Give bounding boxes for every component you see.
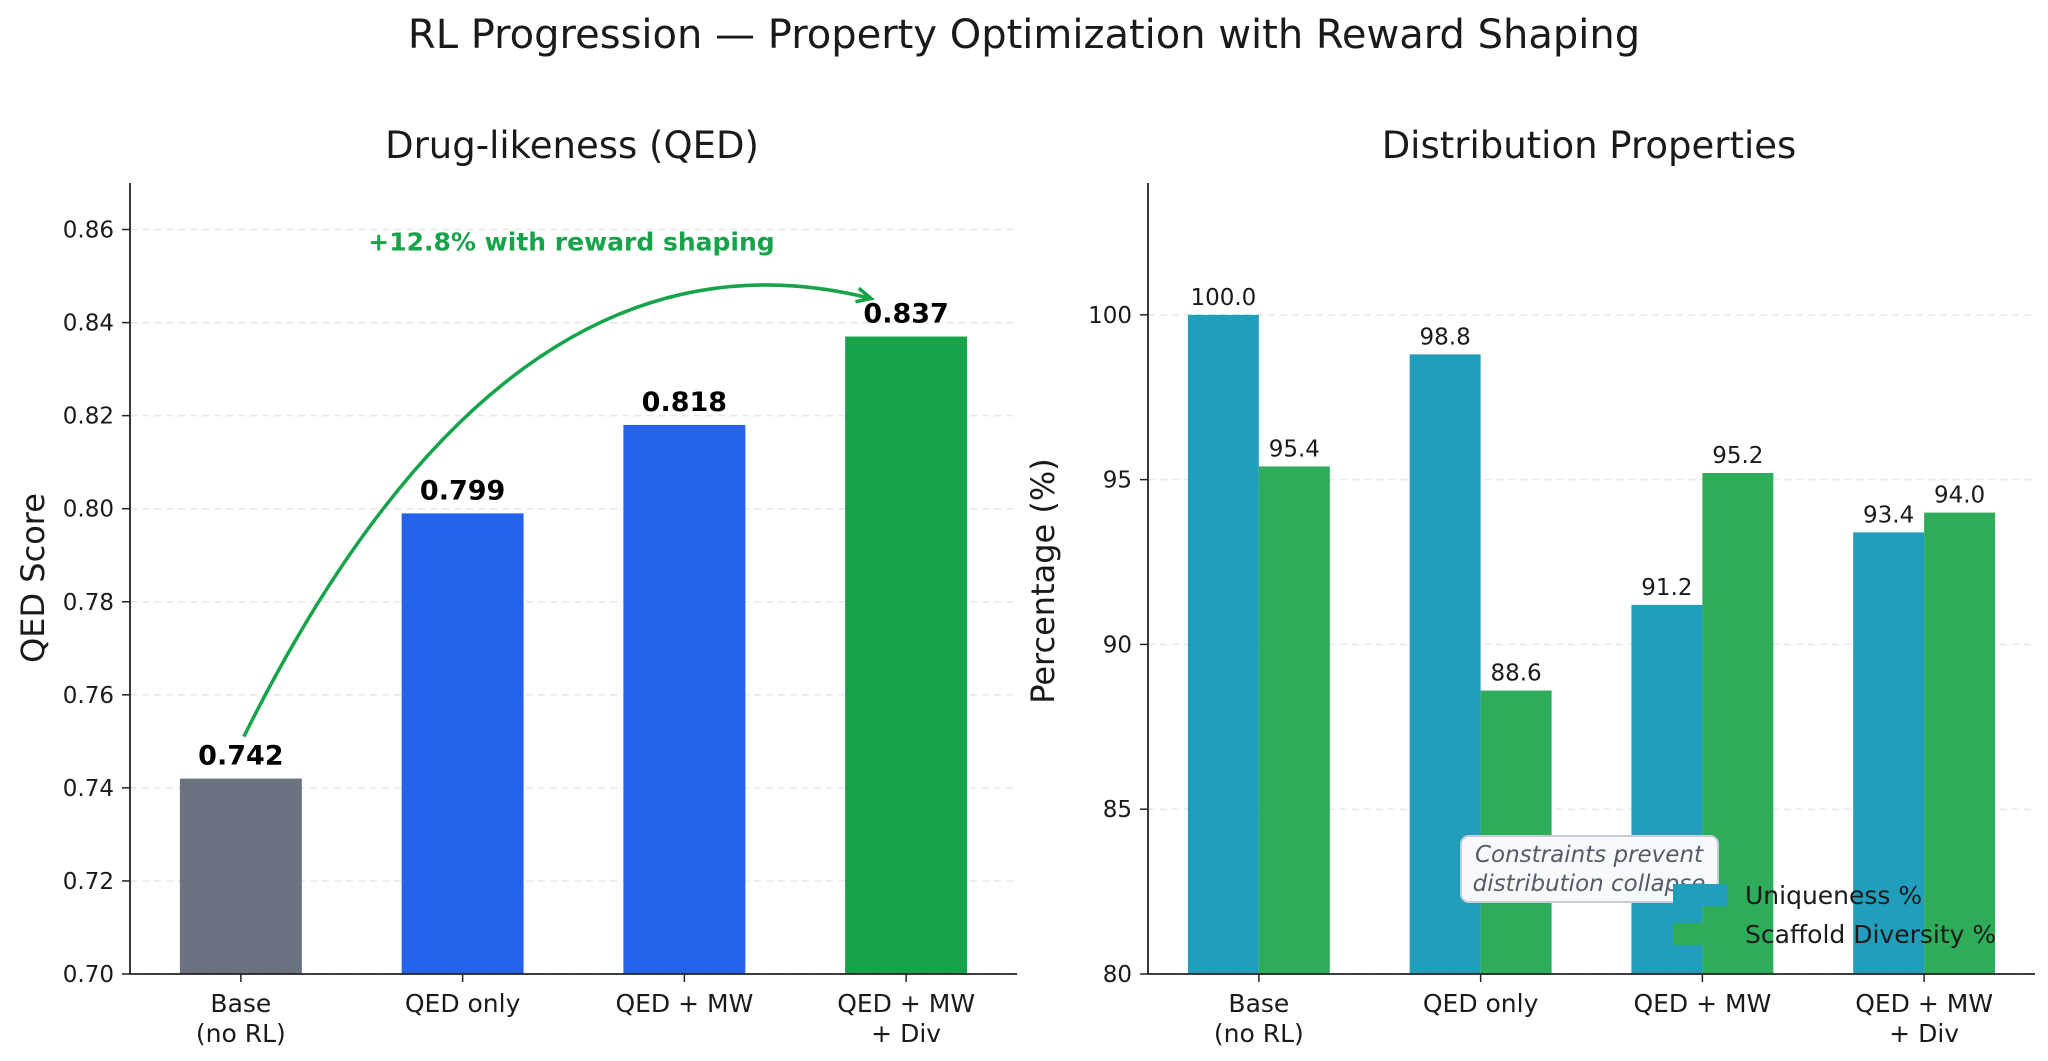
qed-y-tick-label: 0.86 <box>63 218 114 244</box>
uniqueness-value-label: 98.8 <box>1420 324 1471 350</box>
qed-y-tick-label: 0.74 <box>63 776 114 802</box>
scaffold-diversity-bar <box>1480 690 1552 974</box>
uniqueness-value-label: 91.2 <box>1641 575 1692 601</box>
qed-axes: 0.70 0.72 0.74 0.76 0.78 0.80 0.82 0.84 0.86 Base… <box>63 183 1017 1048</box>
uniqueness-value-label: 93.4 <box>1863 502 1914 528</box>
figure-title: RL Progression — Property Optimization w… <box>408 12 1640 58</box>
distribution-axes: 80 85 90 95 100 Base(no RL) QED only QED + MW QE… <box>1088 183 2035 1048</box>
collapse-note: Constraints prevent distribution collaps… <box>1460 835 1719 903</box>
scaffold-diversity-value-label: 94.0 <box>1934 483 1985 509</box>
legend-swatch-scaffold-diversity <box>1673 923 1727 945</box>
uniqueness-bar <box>1631 604 1703 974</box>
distribution-x-tick-label: (no RL) <box>1214 1019 1304 1048</box>
qed-value-label: 0.818 <box>642 387 727 418</box>
qed-x-tick-label: + Div <box>871 1019 941 1048</box>
distribution-y-axis-label: Percentage (%) <box>1024 458 1062 704</box>
qed-value-label: 0.742 <box>198 741 283 772</box>
legend-swatch-uniqueness <box>1673 884 1727 906</box>
qed-value-label: 0.837 <box>863 299 948 330</box>
improvement-annotation: +12.8% with reward shaping <box>368 227 774 256</box>
qed-bar <box>401 513 524 974</box>
qed-value-label: 0.799 <box>420 475 505 506</box>
distribution-legend: Uniqueness % Scaffold Diversity % <box>1673 881 1996 949</box>
qed-y-tick-label: 0.84 <box>63 311 114 337</box>
qed-x-tick-label: (no RL) <box>196 1019 286 1048</box>
qed-chart: Drug-likeness (QED) 0.70 0.72 0.74 0.76 0.78… <box>14 124 1017 1048</box>
legend-label-uniqueness: Uniqueness % <box>1745 881 1922 910</box>
uniqueness-bar <box>1187 314 1259 974</box>
collapse-note-line-2: distribution collapse <box>1473 871 1706 897</box>
distribution-x-tick-label: QED + MW <box>1855 989 1993 1018</box>
scaffold-diversity-value-label: 95.4 <box>1269 436 1320 462</box>
qed-bar <box>623 424 746 974</box>
distribution-x-tick-label: QED + MW <box>1633 989 1771 1018</box>
scaffold-diversity-bar <box>1924 512 1996 974</box>
qed-y-tick-label: 0.82 <box>63 404 114 430</box>
uniqueness-bar <box>1853 532 1925 974</box>
legend-label-scaffold-diversity: Scaffold Diversity % <box>1745 920 1996 949</box>
collapse-note-line-1: Constraints prevent <box>1475 842 1704 868</box>
qed-x-tick-label: Base <box>210 989 271 1018</box>
qed-bar <box>179 778 302 974</box>
scaffold-diversity-value-label: 88.6 <box>1490 661 1541 687</box>
distribution-chart: Distribution Properties 80 85 90 95 100 Base(… <box>1024 124 2035 1048</box>
qed-y-tick-label: 0.78 <box>63 590 114 616</box>
improvement-arrow <box>242 283 872 738</box>
qed-y-axis-label: QED Score <box>14 493 52 663</box>
distribution-x-tick-label: Base <box>1228 989 1289 1018</box>
distribution-y-tick-label: 80 <box>1103 962 1132 988</box>
qed-y-tick-label: 0.80 <box>63 497 114 523</box>
qed-bar <box>845 336 968 974</box>
qed-y-tick-label: 0.76 <box>63 683 114 709</box>
improvement-arrowhead <box>855 286 876 304</box>
qed-bars <box>179 336 968 974</box>
distribution-y-tick-label: 85 <box>1103 797 1132 823</box>
qed-y-tick-label: 0.70 <box>63 962 114 988</box>
qed-value-labels: 0.742 0.799 0.818 0.837 <box>198 299 949 772</box>
scaffold-diversity-value-label: 95.2 <box>1712 443 1763 469</box>
qed-x-tick-label: QED only <box>405 989 521 1018</box>
qed-y-tick-label: 0.72 <box>63 869 114 895</box>
distribution-value-labels: 100.0 95.4 98.8 88.6 91.2 95.2 93.4 94.0 <box>1190 285 1985 687</box>
qed-x-tick-label: QED + MW <box>837 989 975 1018</box>
distribution-y-tick-label: 95 <box>1103 468 1132 494</box>
distribution-x-tick-label: + Div <box>1889 1019 1959 1048</box>
distribution-y-tick-label: 90 <box>1103 632 1132 658</box>
qed-x-tick-label: QED + MW <box>615 989 753 1018</box>
distribution-x-tick-label: QED only <box>1423 989 1539 1018</box>
scaffold-diversity-bar <box>1258 466 1330 974</box>
uniqueness-value-label: 100.0 <box>1190 285 1256 311</box>
distribution-chart-title: Distribution Properties <box>1382 124 1797 167</box>
distribution-y-tick-label: 100 <box>1088 303 1132 329</box>
collapse-note-box <box>1460 835 1719 903</box>
qed-chart-title: Drug-likeness (QED) <box>385 124 759 167</box>
